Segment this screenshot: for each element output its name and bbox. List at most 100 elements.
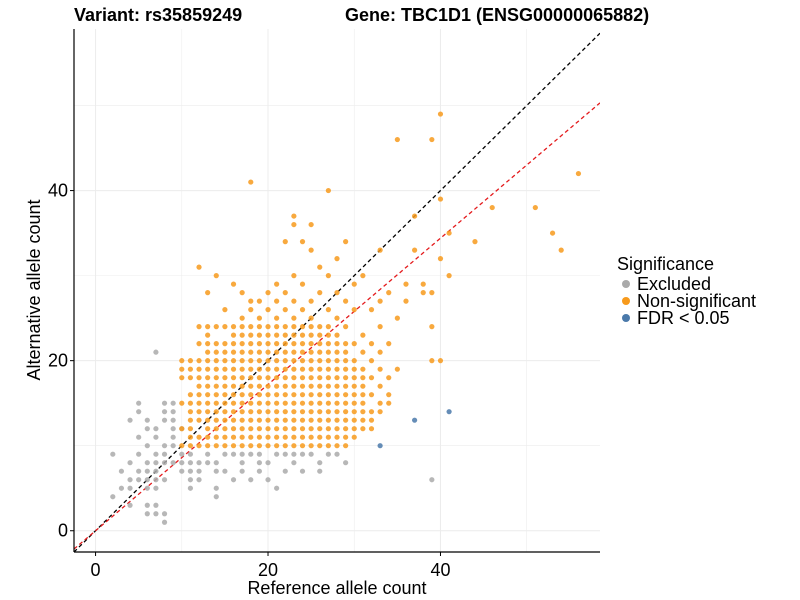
point-non-significant (222, 324, 228, 330)
point-non-significant (472, 239, 478, 245)
point-excluded (429, 477, 435, 483)
point-non-significant (299, 434, 306, 440)
point-non-significant (325, 400, 331, 406)
point-non-significant (325, 324, 331, 330)
point-excluded (343, 460, 349, 466)
point-non-significant (325, 375, 331, 381)
point-non-significant (343, 324, 349, 330)
point-non-significant (256, 366, 262, 372)
point-non-significant (317, 324, 323, 330)
point-non-significant (239, 315, 245, 321)
point-non-significant (282, 375, 288, 381)
point-non-significant (274, 417, 280, 423)
point-excluded (317, 460, 323, 466)
point-non-significant (386, 392, 392, 398)
point-non-significant (317, 409, 323, 415)
point-non-significant (446, 273, 452, 279)
point-non-significant (317, 290, 323, 296)
point-non-significant (187, 434, 194, 440)
point-non-significant (230, 409, 237, 415)
point-non-significant (334, 409, 340, 415)
point-excluded (161, 443, 168, 449)
point-non-significant (317, 417, 323, 423)
point-non-significant (351, 434, 357, 440)
point-non-significant (291, 375, 297, 381)
point-fdr-0-05 (446, 409, 452, 415)
point-non-significant (222, 409, 228, 415)
point-non-significant (334, 315, 340, 321)
point-non-significant (437, 111, 444, 117)
point-non-significant (239, 290, 245, 296)
point-excluded (248, 477, 254, 483)
point-non-significant (230, 383, 237, 389)
point-excluded (170, 409, 176, 415)
point-non-significant (334, 375, 340, 381)
point-non-significant (282, 383, 288, 389)
point-non-significant (256, 349, 262, 355)
point-fdr-0-05 (412, 417, 418, 423)
point-excluded (213, 460, 219, 466)
point-non-significant (256, 383, 262, 389)
point-non-significant (386, 375, 392, 381)
point-non-significant (239, 443, 245, 449)
point-non-significant (239, 366, 245, 372)
point-non-significant (274, 281, 280, 287)
point-non-significant (248, 307, 254, 313)
point-non-significant (308, 375, 314, 381)
point-non-significant (179, 358, 185, 364)
point-non-significant (179, 443, 185, 449)
point-excluded (153, 460, 159, 466)
point-excluded (274, 485, 280, 491)
point-non-significant (291, 273, 297, 279)
point-excluded (239, 468, 245, 474)
point-non-significant (248, 443, 254, 449)
point-non-significant (248, 332, 254, 338)
point-non-significant (265, 375, 271, 381)
point-non-significant (274, 400, 280, 406)
point-excluded (325, 451, 331, 457)
point-non-significant (317, 443, 323, 449)
point-non-significant (222, 417, 228, 423)
point-non-significant (291, 221, 297, 228)
point-non-significant (308, 349, 314, 355)
point-non-significant (239, 341, 245, 347)
point-non-significant (368, 341, 375, 347)
point-non-significant (377, 324, 383, 330)
point-non-significant (256, 341, 262, 347)
point-non-significant (205, 426, 211, 432)
point-non-significant (394, 366, 400, 372)
point-excluded (196, 477, 202, 483)
legend-label-excluded: Excluded (637, 274, 711, 294)
point-non-significant (239, 426, 245, 432)
point-excluded (136, 451, 142, 457)
point-non-significant (325, 426, 331, 432)
point-non-significant (196, 383, 202, 389)
point-non-significant (437, 256, 444, 262)
point-non-significant (213, 349, 219, 355)
point-non-significant (248, 298, 254, 304)
point-non-significant (179, 426, 185, 432)
point-non-significant (446, 230, 452, 236)
point-excluded (179, 460, 185, 466)
point-non-significant (248, 358, 254, 364)
point-non-significant (386, 341, 392, 347)
point-non-significant (256, 409, 262, 415)
point-non-significant (343, 358, 349, 364)
point-excluded (161, 519, 168, 525)
point-non-significant (308, 324, 314, 330)
point-excluded (205, 460, 211, 466)
point-excluded (179, 451, 185, 457)
point-non-significant (360, 366, 366, 372)
point-non-significant (205, 358, 211, 364)
point-non-significant (317, 366, 323, 372)
point-non-significant (265, 341, 271, 347)
point-non-significant (265, 434, 271, 440)
point-non-significant (265, 392, 271, 398)
point-non-significant (205, 409, 211, 415)
point-non-significant (299, 409, 306, 415)
point-excluded (170, 460, 176, 466)
point-excluded (196, 468, 202, 474)
point-non-significant (291, 324, 297, 330)
point-excluded (153, 477, 159, 483)
point-non-significant (299, 341, 306, 347)
